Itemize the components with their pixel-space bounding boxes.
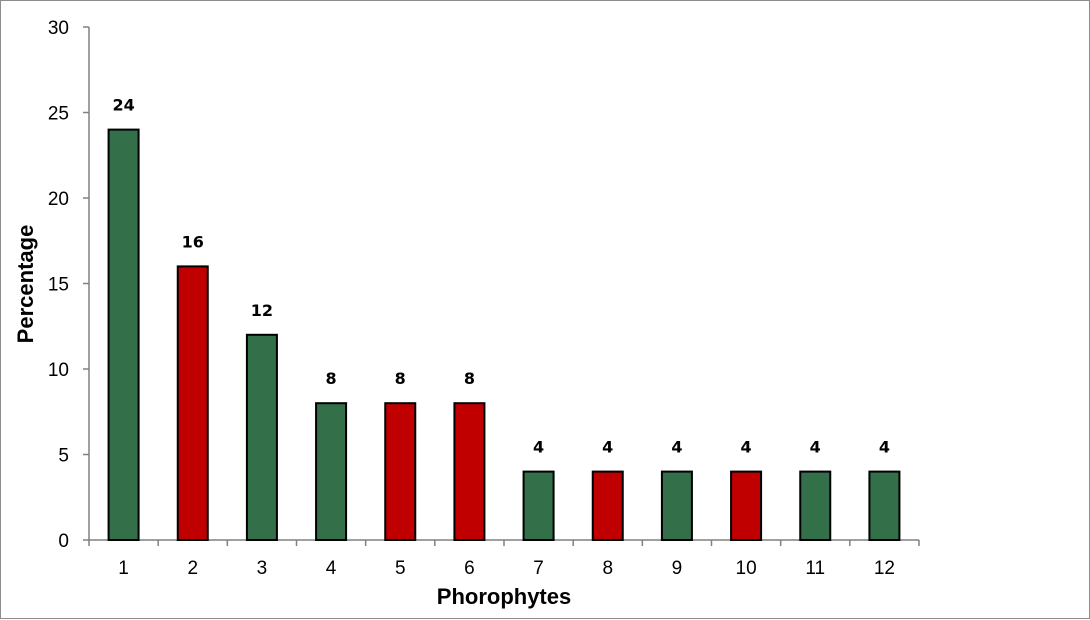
bar-3	[245, 333, 278, 541]
data-label-10: 4	[741, 438, 752, 457]
x-tick-label: 5	[395, 558, 406, 579]
y-tick-label: 25	[48, 104, 69, 125]
y-axis-title: Percentage	[13, 225, 38, 344]
bar-2	[176, 265, 209, 541]
bar-6	[453, 402, 486, 542]
x-axis-title: Phorophytes	[437, 584, 571, 609]
bar-8	[591, 470, 624, 542]
data-label-3: 12	[251, 301, 273, 320]
x-tick-label: 10	[736, 558, 757, 579]
x-tick-label: 11	[805, 558, 825, 579]
bar-5	[384, 402, 417, 542]
data-label-11: 4	[810, 438, 821, 457]
y-tick-label: 20	[48, 189, 69, 210]
bar-9	[660, 470, 693, 542]
x-tick-label: 4	[326, 558, 337, 579]
bar-1	[107, 128, 140, 541]
data-label-8: 4	[602, 438, 613, 457]
y-tick-label: 0	[58, 531, 69, 552]
bar-4	[315, 402, 348, 542]
x-tick-label: 2	[187, 558, 198, 579]
y-tick-label: 15	[48, 275, 69, 296]
data-label-12: 4	[879, 438, 890, 457]
y-axis: 0 5 10 15 20 25 30	[48, 18, 90, 552]
data-label-6: 8	[464, 369, 475, 388]
x-tick-label: 8	[602, 558, 613, 579]
y-tick-label: 10	[48, 360, 69, 381]
data-labels: 24 16 12 8 8 8 4 4 4 4 4 4	[112, 96, 890, 457]
bar-7	[522, 470, 555, 542]
y-tick-label: 30	[48, 18, 69, 39]
bar-10	[730, 470, 763, 542]
x-tick-label: 6	[464, 558, 475, 579]
bars	[107, 128, 901, 542]
x-tick-label: 9	[672, 558, 683, 579]
data-label-2: 16	[182, 232, 204, 251]
x-tick-label: 1	[118, 558, 129, 579]
bar-12	[868, 470, 901, 542]
x-axis: 1 2 3 4 5 6 7 8 9 10 11 12	[88, 539, 920, 579]
data-label-7: 4	[533, 438, 544, 457]
data-label-4: 8	[326, 369, 337, 388]
x-tick-label: 3	[257, 558, 268, 579]
bar-11	[799, 470, 832, 542]
data-label-1: 24	[112, 96, 134, 115]
y-tick-label: 5	[58, 446, 69, 467]
x-tick-label: 12	[874, 558, 895, 579]
data-label-5: 8	[395, 369, 406, 388]
x-tick-label: 7	[533, 558, 544, 579]
data-label-9: 4	[671, 438, 682, 457]
